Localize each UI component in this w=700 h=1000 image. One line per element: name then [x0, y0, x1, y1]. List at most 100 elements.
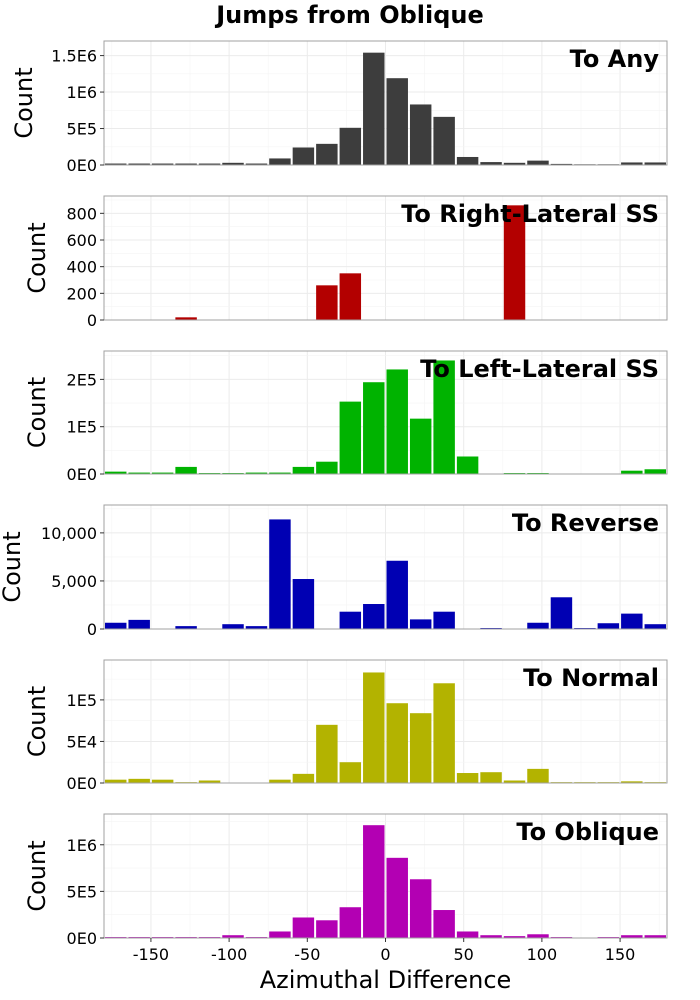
y-tick-label: 1E6 [67, 83, 97, 102]
panel-2: 0 200 400 600 800 Count To Right-Lateral SS [23, 195, 668, 330]
bar [527, 622, 549, 629]
bar [269, 472, 291, 474]
panel-title: To Left-Lateral SS [420, 355, 659, 383]
bar [527, 160, 549, 165]
y-tick-label: 0 [87, 620, 97, 639]
bar [128, 472, 150, 474]
y-axis-label: Count [23, 377, 51, 448]
bar [292, 917, 315, 938]
bar [550, 597, 573, 629]
y-tick-label: 0E0 [67, 774, 97, 793]
y-tick-label: 1.5E6 [51, 47, 97, 66]
bar [480, 772, 502, 783]
bar [409, 713, 432, 783]
bar [433, 360, 455, 474]
y-tick-label: 2E5 [67, 370, 97, 389]
bar [222, 162, 244, 165]
y-tick-label: 5E5 [67, 882, 97, 901]
panel-frame [103, 40, 668, 166]
bar [269, 519, 291, 629]
y-tick-label: 0E0 [67, 156, 97, 175]
bar [621, 935, 643, 938]
bar [527, 768, 549, 783]
bar [269, 931, 291, 938]
bar [363, 672, 385, 783]
panel-3: 0E0 1E5 2E5 Count To Left-Lateral SS [23, 350, 668, 484]
bar [292, 579, 315, 629]
bar [621, 781, 643, 783]
bar [269, 779, 291, 783]
bar [433, 611, 455, 629]
bar [644, 469, 666, 474]
panel-frame [103, 195, 668, 321]
y-tick-label: 400 [66, 258, 97, 277]
bar [363, 52, 385, 165]
y-tick-label: 0 [87, 311, 97, 330]
bar [175, 626, 197, 629]
bar [363, 825, 385, 938]
bar [433, 910, 455, 938]
bar [456, 456, 479, 474]
bar [198, 163, 221, 165]
bar [621, 162, 643, 165]
x-tick-label: -50 [294, 945, 320, 964]
bar [339, 273, 362, 320]
bar [222, 624, 244, 629]
panel-1: 0E0 5E5 1E6 1.5E6 Count To Any [10, 40, 668, 175]
bar [316, 461, 338, 474]
panel-6: 0E0 5E5 1E6 Count To Oblique -150 -100 -50 0 50 10… [23, 813, 668, 964]
bar [245, 472, 268, 474]
bar [363, 382, 385, 474]
y-axis-label: Count [23, 840, 51, 911]
bar [339, 127, 362, 165]
panel-title: To Right-Lateral SS [401, 200, 659, 228]
bar [644, 624, 666, 629]
bar [222, 935, 244, 938]
figure-title: Jumps from Oblique [216, 1, 484, 29]
panel-title: To Any [570, 45, 660, 73]
bar [550, 163, 573, 165]
bar [175, 317, 197, 320]
bar [386, 78, 408, 165]
panel-title: To Oblique [516, 818, 659, 846]
bar [175, 163, 197, 165]
bar [292, 466, 315, 474]
bar [316, 920, 338, 938]
y-axis-label: Count [23, 686, 51, 757]
panel-frame [103, 659, 668, 784]
y-tick-label: 1E5 [67, 418, 97, 437]
panel-title: To Normal [523, 664, 659, 692]
bar [386, 560, 408, 629]
bar [198, 780, 221, 783]
bar [105, 779, 127, 783]
y-axis-label: Count [23, 222, 51, 293]
bar [105, 471, 127, 474]
bar [597, 623, 620, 629]
bar [339, 401, 362, 474]
bar [386, 857, 408, 938]
bar [245, 163, 268, 165]
y-tick-label: 5E4 [67, 732, 97, 751]
bar [316, 285, 338, 320]
bar [105, 622, 127, 629]
bar [409, 619, 432, 629]
bar [456, 773, 479, 783]
bar [480, 162, 502, 165]
x-tick-label: 150 [605, 945, 636, 964]
panel-5: 0E0 5E4 1E5 Count To Normal [23, 659, 668, 793]
y-tick-label: 1E6 [67, 836, 97, 855]
x-tick-label: 100 [527, 945, 558, 964]
y-axis-label: Count [10, 67, 38, 138]
bar [339, 762, 362, 783]
y-tick-label: 5E5 [67, 120, 97, 139]
bar [456, 931, 479, 938]
x-axis-label: Azimuthal Difference [259, 966, 512, 994]
bar [316, 724, 338, 783]
bar [621, 470, 643, 474]
bar [175, 466, 197, 474]
bar [433, 683, 455, 783]
y-tick-label: 200 [66, 284, 97, 303]
bar [644, 162, 666, 165]
y-tick-label: 600 [66, 231, 97, 250]
